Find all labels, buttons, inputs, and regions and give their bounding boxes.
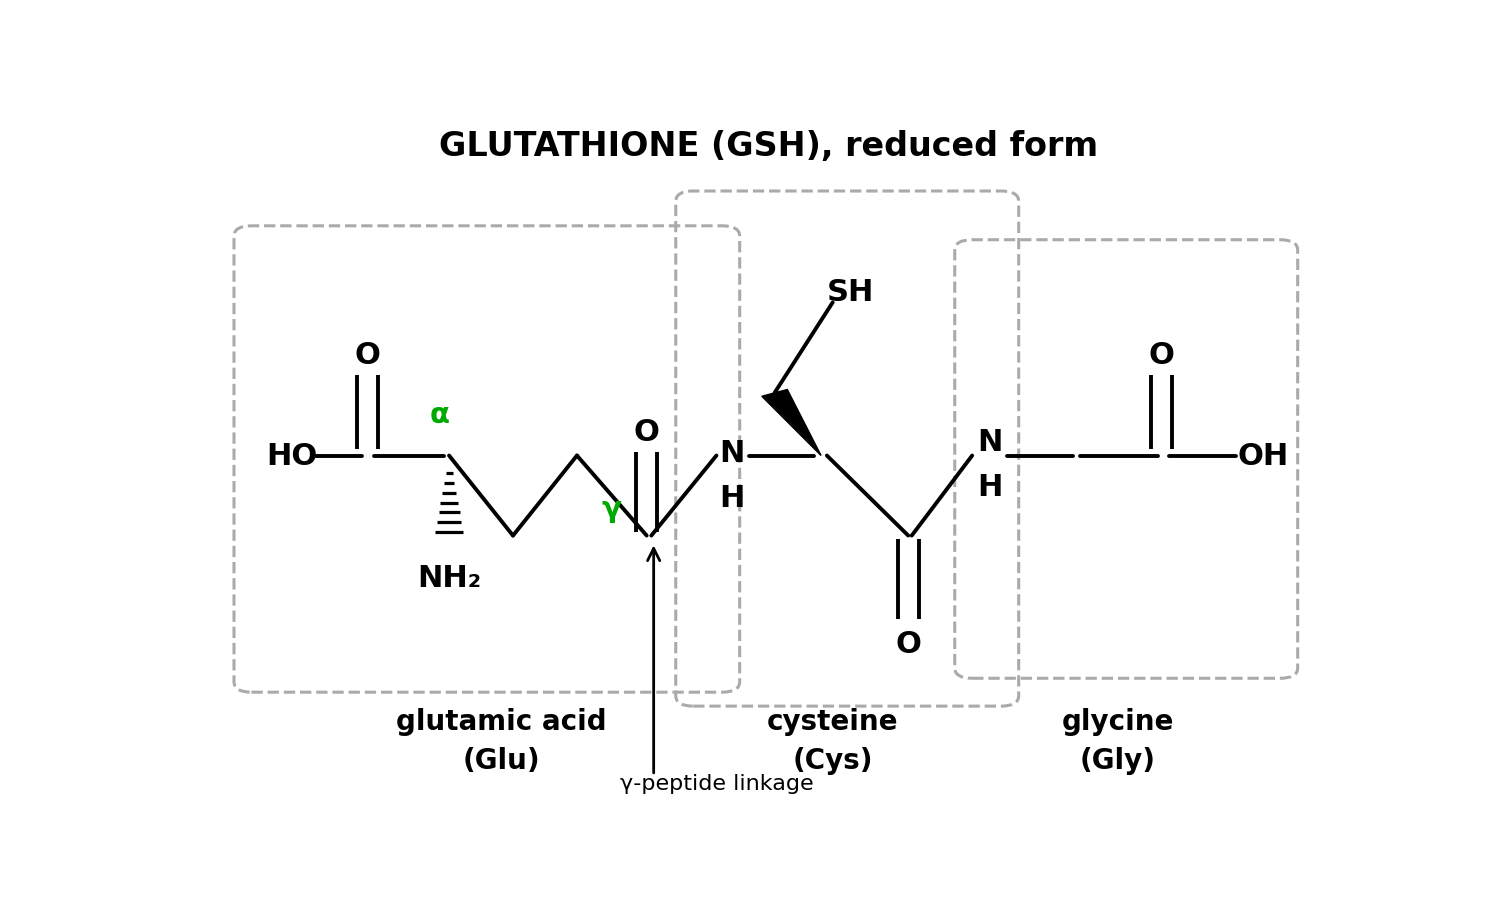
Text: H: H <box>718 483 744 512</box>
Text: HO: HO <box>267 442 318 470</box>
Text: O: O <box>633 417 660 446</box>
Text: glutamic acid
(Glu): glutamic acid (Glu) <box>396 708 606 775</box>
Polygon shape <box>762 390 820 456</box>
Text: O: O <box>1149 340 1174 369</box>
Text: O: O <box>354 340 381 369</box>
Text: cysteine
(Cys): cysteine (Cys) <box>766 708 898 775</box>
Text: N: N <box>976 428 1002 457</box>
Text: N: N <box>718 438 744 467</box>
Text: H: H <box>976 473 1002 502</box>
Text: SH: SH <box>827 278 874 307</box>
Text: α: α <box>430 400 450 428</box>
Text: NH₂: NH₂ <box>417 563 482 592</box>
Text: OH: OH <box>1238 442 1288 470</box>
Text: glycine
(Gly): glycine (Gly) <box>1062 708 1173 775</box>
Text: O: O <box>896 629 921 658</box>
Text: γ: γ <box>602 494 622 522</box>
Text: GLUTATHIONE (GSH), reduced form: GLUTATHIONE (GSH), reduced form <box>440 130 1098 163</box>
Text: γ-peptide linkage: γ-peptide linkage <box>620 773 813 793</box>
